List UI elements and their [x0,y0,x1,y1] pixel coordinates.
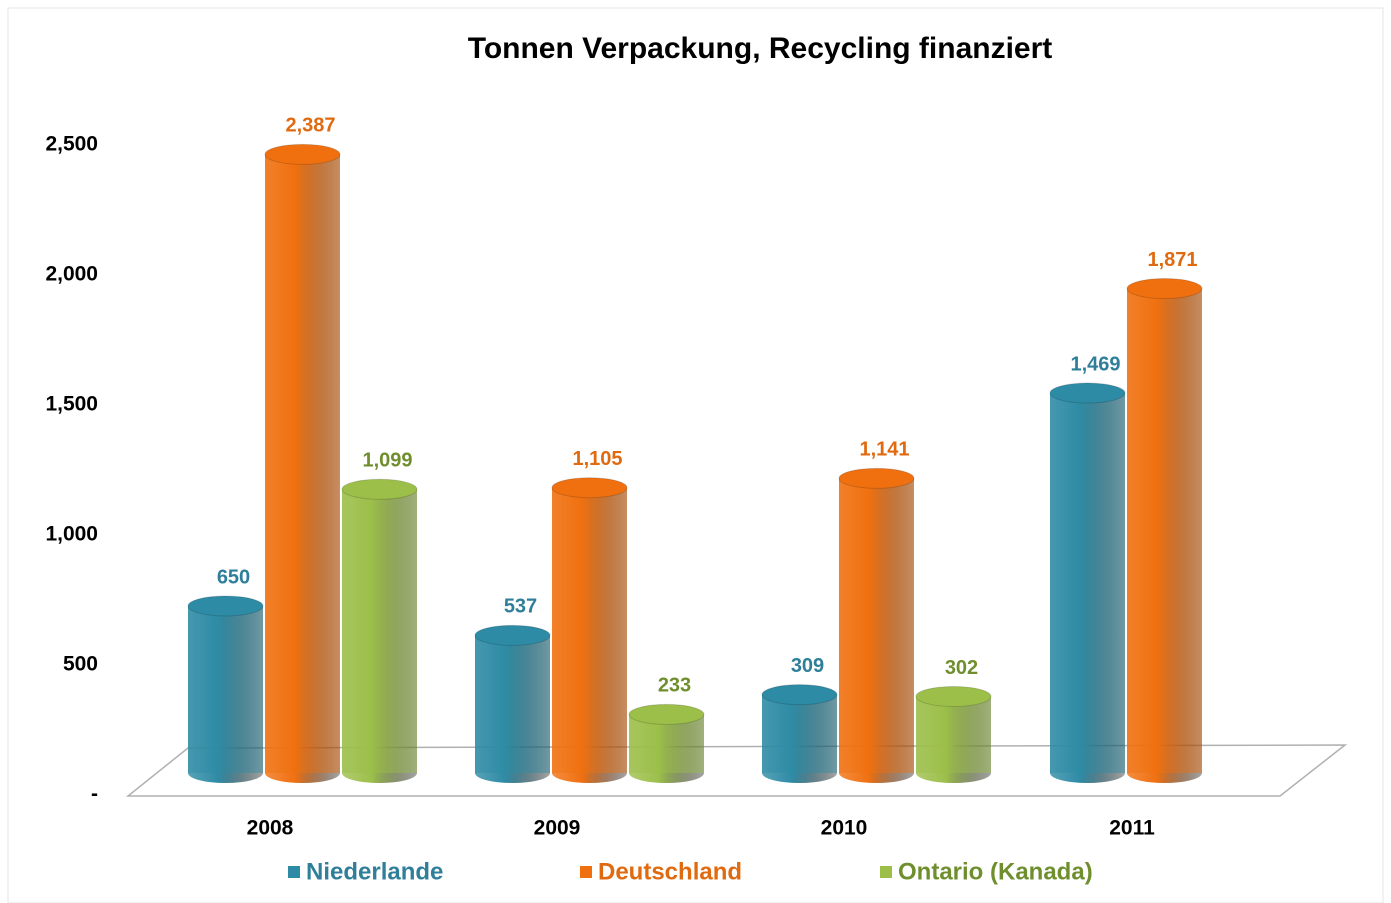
data-label: 1,469 [1070,353,1120,375]
bar-body [1050,393,1125,783]
bar [264,143,341,783]
legend-swatch [580,866,592,878]
legend-label: Deutschland [598,858,742,885]
bar-top [551,477,628,499]
bar-shade [1127,288,1202,773]
bar-top [341,478,418,500]
bar-shade [475,635,550,773]
bar-body [475,635,550,783]
bar-body [188,606,263,783]
bar [761,684,838,783]
x-tick-label: 2011 [1109,817,1155,840]
data-label: 1,105 [572,448,622,470]
bar-body [916,696,991,783]
bar-top [474,624,551,646]
bar-body [629,714,704,783]
bar-shade [916,696,991,773]
data-label: 1,141 [859,439,909,461]
bar-body [552,487,627,783]
bar [838,467,915,783]
data-label: 650 [217,566,250,588]
bar-top [761,684,838,706]
data-label: 1,099 [362,450,412,472]
bar [915,685,992,783]
bar-top [915,685,992,707]
bar [187,595,264,783]
bar-shade [762,694,837,773]
bar-top [264,143,341,165]
bar-body [342,489,417,783]
y-tick-label: - [91,783,98,806]
bar-shade [342,489,417,773]
bar-shade [188,606,263,773]
y-tick-label: 500 [63,653,98,676]
bar [551,477,628,783]
y-tick-label: 2,500 [45,133,98,156]
bar [628,703,705,783]
data-label: 1,871 [1147,249,1197,271]
chart-title: Tonnen Verpackung, Recycling finanziert [468,32,1053,65]
y-tick-label: 2,000 [45,263,98,286]
legend-label: Ontario (Kanada) [898,858,1093,885]
bar [341,478,418,783]
bar [474,624,551,783]
legend-swatch [880,866,892,878]
bar-shade [265,154,340,773]
bar-top [838,467,915,489]
x-tick-label: 2008 [247,817,294,840]
bar-body [839,478,914,783]
bar-top [628,703,705,725]
x-tick-label: 2009 [534,817,581,840]
legend-label: Niederlande [306,858,443,885]
bar-top [1126,278,1203,300]
bar-shade [1050,393,1125,773]
bar-top [187,595,264,617]
data-label: 233 [658,675,691,697]
bar-body [265,154,340,783]
data-label: 2,387 [285,115,335,137]
bar [1126,278,1203,783]
floor [125,744,1348,797]
bar-shade [552,487,627,773]
data-label: 302 [945,657,978,679]
bar-body [1127,288,1202,783]
bar-top [1049,382,1126,404]
bar-shade [839,478,914,773]
bar-body [762,694,837,783]
bar [1049,382,1126,783]
data-label: 309 [791,655,824,677]
x-tick-label: 2010 [821,817,868,840]
legend-swatch [288,866,300,878]
data-label: 537 [504,596,537,618]
y-tick-label: 1,500 [45,393,98,416]
y-tick-label: 1,000 [45,523,98,546]
